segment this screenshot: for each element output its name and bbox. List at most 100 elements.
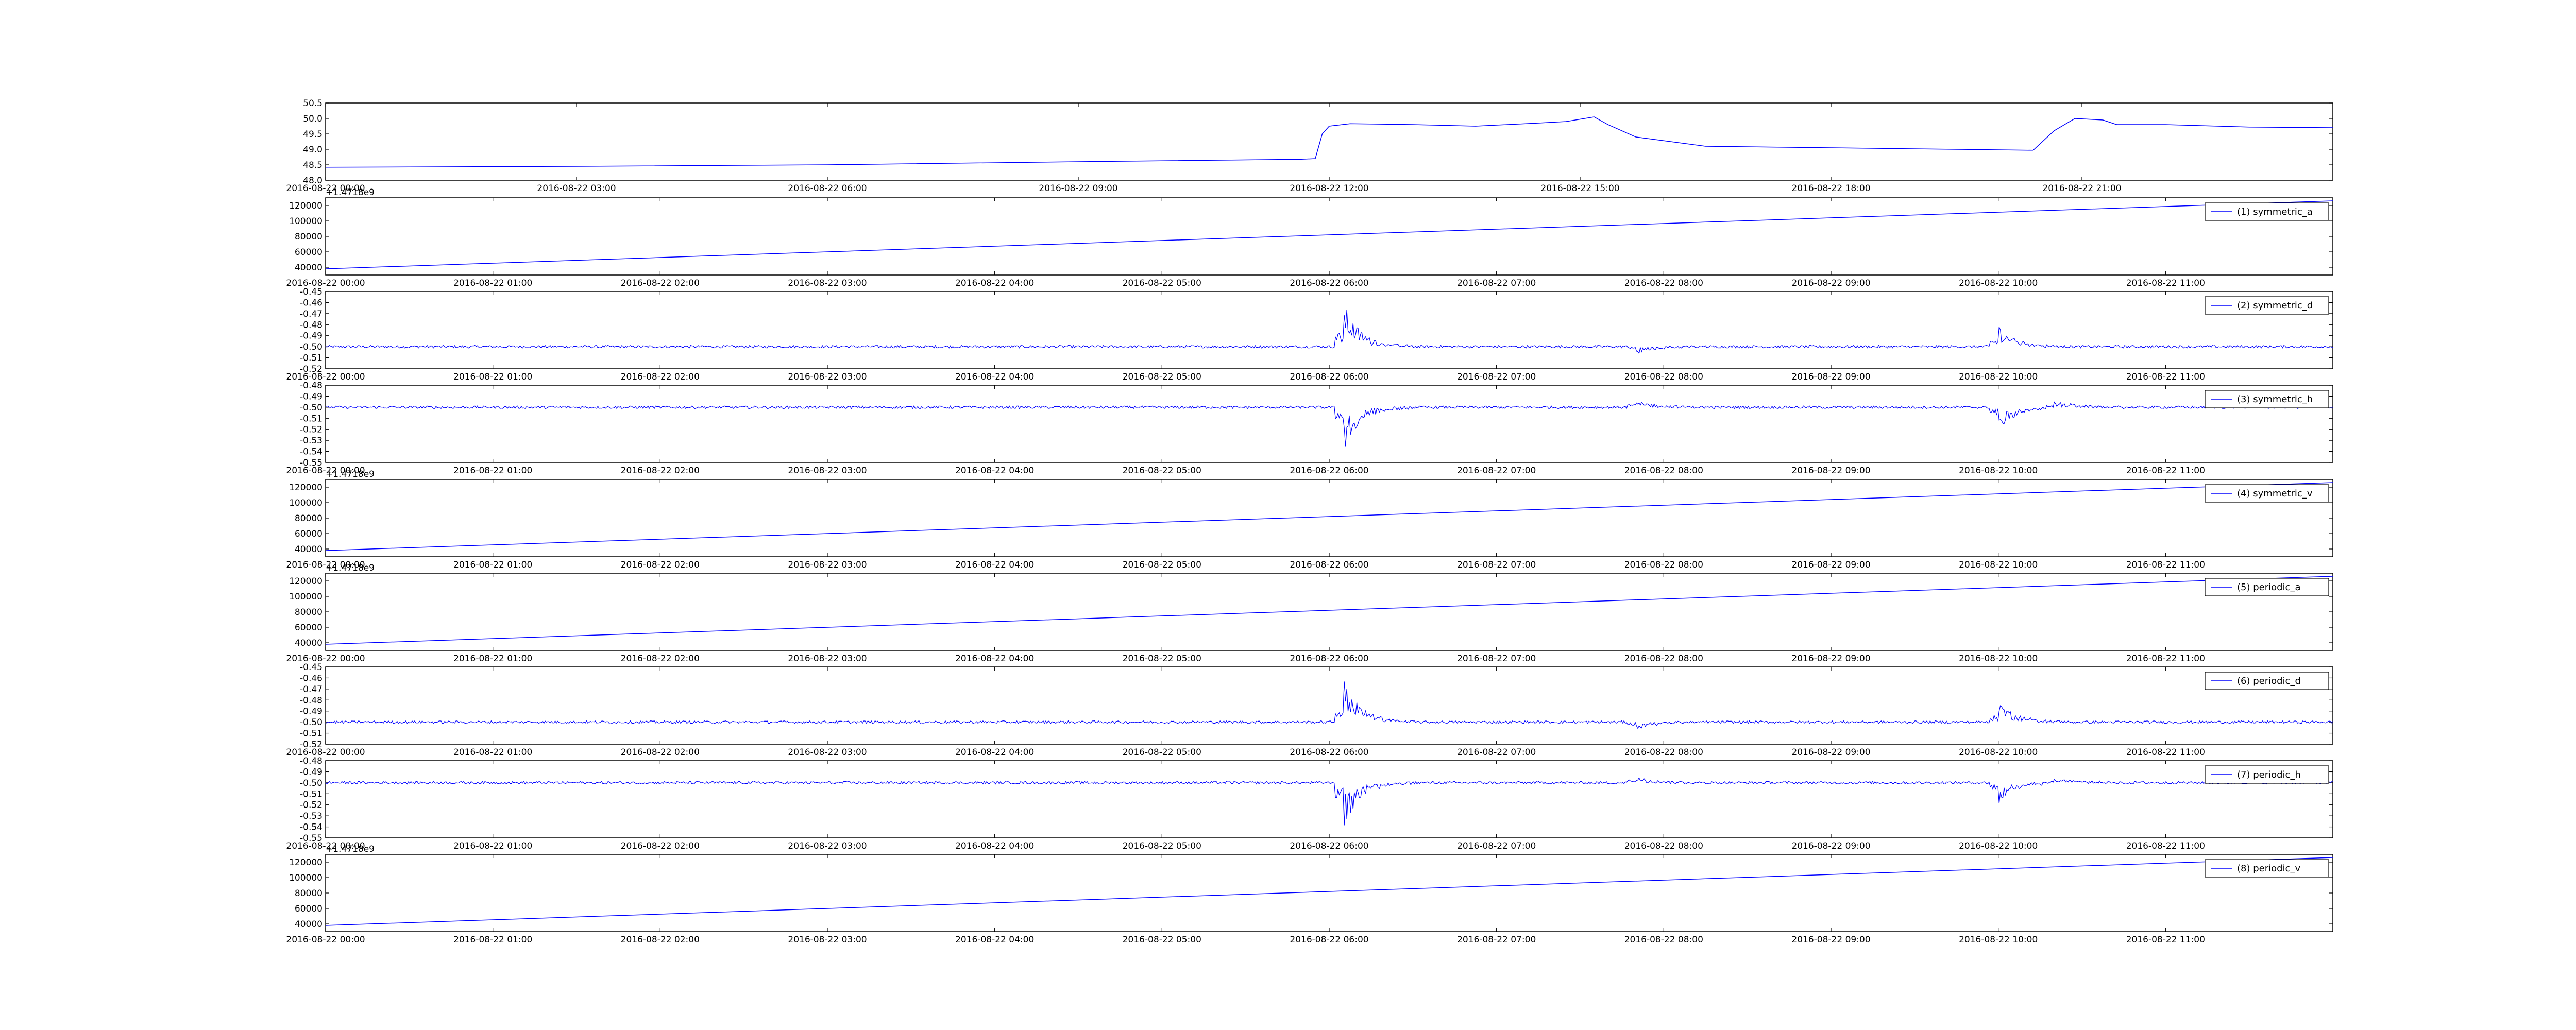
axis-offset-label: +1.4718e9 <box>326 563 375 573</box>
x-tick-label: 2016-08-22 01:00 <box>453 747 532 758</box>
x-tick-label: 2016-08-22 01:00 <box>453 560 532 570</box>
x-tick-label: 2016-08-22 00:00 <box>286 278 365 288</box>
x-tick-label: 2016-08-22 01:00 <box>453 466 532 476</box>
y-tick-label: -0.55 <box>300 458 323 468</box>
x-tick-label: 2016-08-22 10:00 <box>1959 372 2038 382</box>
y-tick-label: 49.0 <box>303 145 323 155</box>
x-tick-label: 2016-08-22 07:00 <box>1457 372 1536 382</box>
x-tick-label: 2016-08-22 08:00 <box>1624 278 1703 288</box>
x-tick-label: 2016-08-22 11:00 <box>2126 654 2205 664</box>
x-tick-label: 2016-08-22 03:00 <box>788 560 867 570</box>
x-tick-label: 2016-08-22 02:00 <box>621 278 700 288</box>
y-tick-label: 100000 <box>289 592 323 602</box>
y-tick-label: -0.55 <box>300 833 323 844</box>
y-tick-label: -0.49 <box>300 767 323 777</box>
y-tick-label: 60000 <box>295 529 323 539</box>
legend-label: (2) symmetric_d <box>2237 300 2313 311</box>
x-tick-label: 2016-08-22 10:00 <box>1959 466 2038 476</box>
x-tick-label: 2016-08-22 09:00 <box>1791 654 1870 664</box>
x-tick-label: 2016-08-22 12:00 <box>1290 183 1368 194</box>
x-tick-label: 2016-08-22 04:00 <box>955 466 1034 476</box>
series-line <box>325 576 2333 645</box>
x-tick-label: 2016-08-22 11:00 <box>2126 935 2205 945</box>
x-tick-label: 2016-08-22 04:00 <box>955 560 1034 570</box>
x-tick-label: 2016-08-22 11:00 <box>2126 841 2205 851</box>
y-tick-label: -0.52 <box>300 364 323 374</box>
x-tick-label: 2016-08-22 00:00 <box>286 560 365 570</box>
x-tick-label: 2016-08-22 07:00 <box>1457 935 1536 945</box>
y-tick-label: -0.53 <box>300 811 323 821</box>
x-tick-label: 2016-08-22 10:00 <box>1959 560 2038 570</box>
series-line <box>325 310 2333 354</box>
y-tick-label: -0.45 <box>300 287 323 297</box>
x-tick-label: 2016-08-22 04:00 <box>955 841 1034 851</box>
x-tick-label: 2016-08-22 03:00 <box>788 654 867 664</box>
legend-label: (4) symmetric_v <box>2237 488 2313 499</box>
y-tick-label: -0.51 <box>300 729 323 739</box>
x-tick-label: 2016-08-22 01:00 <box>453 372 532 382</box>
legend: (3) symmetric_h <box>2205 390 2329 408</box>
series-line <box>325 777 2333 826</box>
x-tick-label: 2016-08-22 03:00 <box>537 183 616 194</box>
y-tick-label: -0.54 <box>300 822 323 833</box>
subplot-6: 2016-08-22 00:00 2016-08-22 01:00 2016-08-… <box>286 563 2333 664</box>
x-tick-label: 2016-08-22 08:00 <box>1624 747 1703 758</box>
x-tick-label: 2016-08-22 00:00 <box>286 747 365 758</box>
y-tick-label: 48.5 <box>303 160 323 170</box>
legend-label: (6) periodic_d <box>2237 676 2301 686</box>
x-tick-label: 2016-08-22 04:00 <box>955 654 1034 664</box>
legend-label: (7) periodic_h <box>2237 769 2301 780</box>
x-tick-label: 2016-08-22 03:00 <box>788 372 867 382</box>
x-tick-label: 2016-08-22 08:00 <box>1624 372 1703 382</box>
y-tick-label: -0.48 <box>300 320 323 330</box>
x-tick-label: 2016-08-22 11:00 <box>2126 372 2205 382</box>
y-tick-label: -0.54 <box>300 447 323 457</box>
subplot-1: 2016-08-22 00:00 2016-08-22 03:00 2016-08-… <box>286 98 2333 194</box>
subplot-5: 2016-08-22 00:00 2016-08-22 01:00 2016-08-… <box>286 469 2333 570</box>
y-tick-label: 80000 <box>295 513 323 524</box>
x-tick-label: 2016-08-22 06:00 <box>1290 841 1368 851</box>
subplot-2: 2016-08-22 00:00 2016-08-22 01:00 2016-08-… <box>286 187 2333 288</box>
x-tick-label: 2016-08-22 06:00 <box>1290 278 1368 288</box>
x-tick-label: 2016-08-22 08:00 <box>1624 841 1703 851</box>
y-tick-label: -0.49 <box>300 707 323 717</box>
legend: (7) periodic_h <box>2205 765 2329 784</box>
legend: (8) periodic_v <box>2205 859 2329 878</box>
x-tick-label: 2016-08-22 01:00 <box>453 278 532 288</box>
series-line <box>325 482 2333 551</box>
x-tick-label: 2016-08-22 03:00 <box>788 841 867 851</box>
x-tick-label: 2016-08-22 07:00 <box>1457 466 1536 476</box>
y-tick-label: -0.47 <box>300 684 323 695</box>
series-line <box>325 401 2333 447</box>
y-tick-label: 100000 <box>289 216 323 227</box>
y-tick-label: -0.51 <box>300 789 323 799</box>
x-tick-label: 2016-08-22 09:00 <box>1039 183 1117 194</box>
x-tick-label: 2016-08-22 11:00 <box>2126 747 2205 758</box>
y-tick-label: 120000 <box>289 857 323 868</box>
x-tick-label: 2016-08-22 01:00 <box>453 935 532 945</box>
x-tick-label: 2016-08-22 09:00 <box>1791 372 1870 382</box>
legend-label: (3) symmetric_h <box>2237 394 2313 405</box>
x-tick-label: 2016-08-22 02:00 <box>621 654 700 664</box>
y-tick-label: 60000 <box>295 247 323 258</box>
y-tick-label: 100000 <box>289 498 323 508</box>
y-tick-label: -0.52 <box>300 740 323 750</box>
x-tick-label: 2016-08-22 06:00 <box>788 183 867 194</box>
x-tick-label: 2016-08-22 07:00 <box>1457 560 1536 570</box>
x-tick-label: 2016-08-22 04:00 <box>955 747 1034 758</box>
y-tick-label: -0.48 <box>300 756 323 766</box>
y-tick-label: 120000 <box>289 576 323 587</box>
x-tick-label: 2016-08-22 06:00 <box>1290 654 1368 664</box>
x-tick-label: 2016-08-22 11:00 <box>2126 466 2205 476</box>
y-tick-label: -0.51 <box>300 414 323 424</box>
y-tick-label: 80000 <box>295 607 323 617</box>
x-tick-label: 2016-08-22 06:00 <box>1290 935 1368 945</box>
y-tick-label: 40000 <box>295 919 323 930</box>
x-tick-label: 2016-08-22 04:00 <box>955 935 1034 945</box>
axis-offset-label: +1.4718e9 <box>326 187 375 198</box>
series-line <box>325 681 2333 729</box>
legend-label: (1) symmetric_a <box>2237 207 2313 217</box>
x-tick-label: 2016-08-22 03:00 <box>788 747 867 758</box>
series-line <box>325 116 2333 168</box>
